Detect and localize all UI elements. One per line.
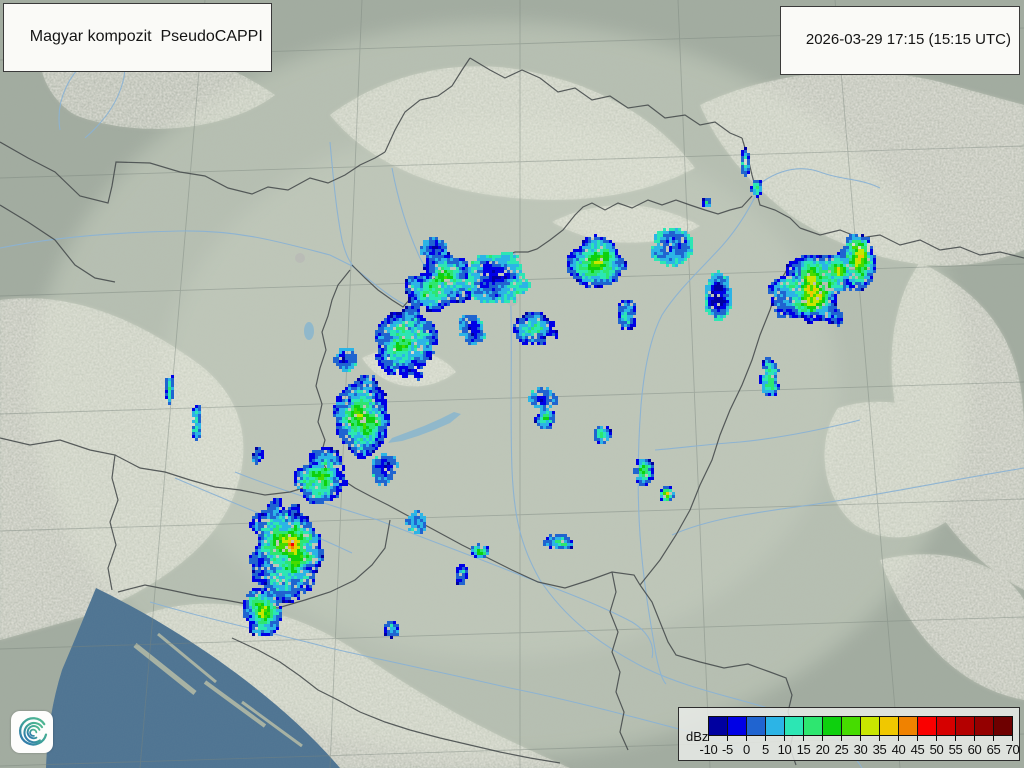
legend-tick-label: 50 [929,742,944,757]
legend-cell-0 [746,717,765,735]
agency-logo [11,711,53,753]
legend-tick [822,735,823,741]
legend-tick-label: -10 [699,742,718,757]
legend-cell-35 [879,717,898,735]
legend-cell-5 [765,717,784,735]
legend-color-bar [708,716,1013,736]
legend-tick-label: 40 [891,742,906,757]
legend-cell-65 [993,717,1012,735]
legend-cell-50 [936,717,955,735]
legend-tick [974,735,975,741]
legend-tick-label: 25 [834,742,849,757]
spiral-logo-icon [19,717,48,746]
legend-tick [784,735,785,741]
legend-tick [955,735,956,741]
legend-tick-label: 30 [853,742,868,757]
legend-tick-label: 10 [777,742,792,757]
legend-cell-30 [860,717,879,735]
legend-tick [727,735,728,741]
timestamp: 2026-03-29 17:15 (15:15 UTC) [805,31,1011,48]
legend-tick-label: 70 [1005,742,1020,757]
legend-tick-label: 15 [796,742,811,757]
legend-tick-label: 45 [910,742,925,757]
legend-cell-15 [803,717,822,735]
legend-tick [765,735,766,741]
product-title: Magyar kompozit PseudoCAPPI [29,28,263,45]
legend-tick-label: -5 [722,742,733,757]
legend-tick [898,735,899,741]
legend-tick [746,735,747,741]
legend-cell-10 [784,717,803,735]
legend-tick [936,735,937,741]
legend-cell-45 [917,717,936,735]
legend-tick [708,735,709,741]
legend-tick-label: 35 [872,742,887,757]
legend-cell-55 [955,717,974,735]
legend-tick-label: 5 [762,742,769,757]
legend-tick-label: 20 [815,742,830,757]
legend-tick-label: 60 [967,742,982,757]
legend-tick-label: 0 [743,742,750,757]
legend-cell-20 [822,717,841,735]
legend-cell--5 [727,717,746,735]
legend-tick [879,735,880,741]
product-title-box: Magyar kompozit PseudoCAPPI [3,3,272,72]
legend-tick-label: 55 [948,742,963,757]
legend-tick [993,735,994,741]
reflectivity-legend: dBz -10 -5 0 5 10 15 20 25 30 35 40 45 50 55 60 65 70 [678,707,1020,761]
timestamp-box: 2026-03-29 17:15 (15:15 UTC) [780,6,1020,75]
legend-tick [803,735,804,741]
legend-tick [917,735,918,741]
legend-cell-60 [974,717,993,735]
legend-tick-label: 65 [986,742,1001,757]
legend-cell-25 [841,717,860,735]
legend-unit-label: dBz [686,729,709,744]
legend-tick [1012,735,1013,741]
legend-cell-40 [898,717,917,735]
legend-tick [860,735,861,741]
legend-cell--10 [709,717,727,735]
legend-tick [841,735,842,741]
